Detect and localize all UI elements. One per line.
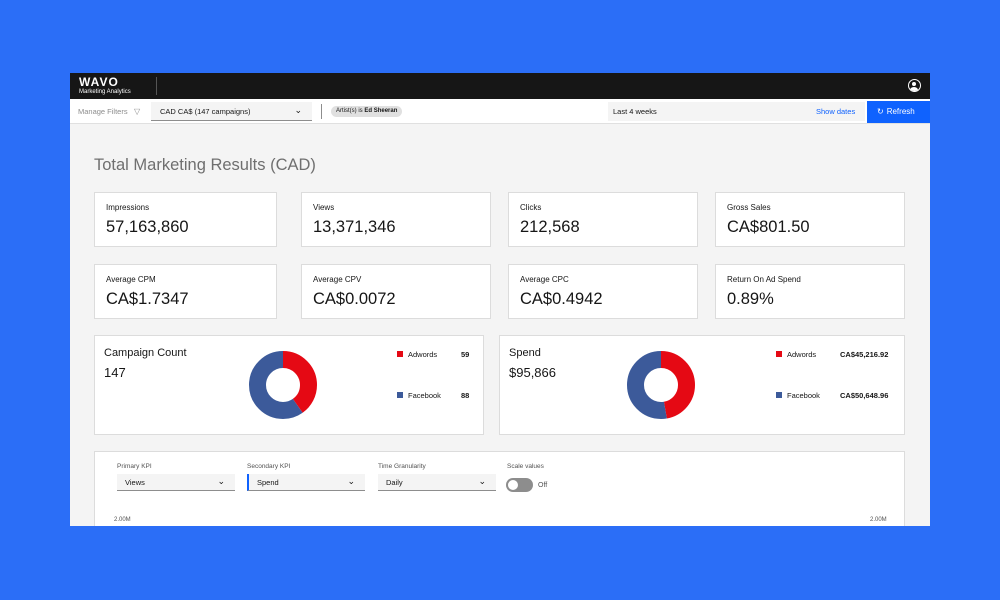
secondary-kpi-select[interactable]: Spend ⌄ (247, 474, 365, 491)
time-granularity-value: Daily (386, 478, 403, 487)
donut-slice-facebook[interactable] (627, 351, 695, 419)
y-axis-left-tick: 2.00M (114, 517, 131, 523)
kpi-label: Impressions (106, 203, 150, 212)
tag-operator: is (358, 108, 363, 114)
spend-donut (627, 351, 695, 419)
legend-item-facebook: Facebook 88 (397, 391, 477, 401)
time-granularity-label: Time Granularity (378, 463, 426, 470)
campaign-count-value: 147 (104, 365, 126, 380)
kpi-value: CA$1.7347 (106, 290, 189, 308)
campaign-select-value: CAD CA$ (147 campaigns) (160, 107, 251, 116)
chevron-down-icon: ⌄ (294, 105, 302, 115)
artist-filter-tag[interactable]: Artist(s) is Ed Sheeran (331, 106, 403, 117)
kpi-value: 13,371,346 (313, 218, 396, 236)
top-navbar: WAVO Marketing Analytics (70, 73, 930, 99)
kpi-card-clicks: Clicks 212,568 (508, 192, 698, 247)
kpi-label: Average CPC (520, 275, 569, 284)
kpi-label: Gross Sales (727, 203, 771, 212)
chevron-down-icon: ⌄ (217, 476, 225, 486)
campaign-count-title: Campaign Count (104, 347, 187, 359)
legend-value: 59 (461, 350, 470, 359)
kpi-label: Average CPV (313, 275, 362, 284)
chevron-down-icon: ⌄ (347, 476, 355, 486)
legend-swatch (397, 351, 403, 357)
date-range-field[interactable]: Last 4 weeks (608, 102, 865, 121)
brand-subtitle: Marketing Analytics (79, 89, 131, 95)
kpi-value: 212,568 (520, 218, 580, 236)
filter-divider (321, 104, 322, 119)
chart-controls-card: Primary KPI Views ⌄ Secondary KPI Spend … (94, 451, 905, 526)
scale-values-label: Scale values (507, 463, 544, 470)
secondary-kpi-value: Spend (257, 478, 279, 487)
tag-value: Ed Sheeran (364, 108, 398, 114)
tag-key: Artist(s) (336, 108, 357, 114)
campaign-count-donut (249, 351, 317, 419)
kpi-card-average-cpv: Average CPV CA$0.0072 (301, 264, 491, 319)
scale-values-state: Off (538, 482, 548, 489)
kpi-label: Views (313, 203, 335, 212)
scale-values-toggle[interactable] (506, 478, 533, 492)
legend-item-facebook: Facebook CA$50,648.96 (776, 391, 896, 401)
navbar-divider (156, 77, 157, 95)
legend-value: 88 (461, 391, 470, 400)
show-dates-link[interactable]: Show dates (816, 107, 856, 116)
kpi-value: 0.89% (727, 290, 774, 308)
kpi-card-average-cpm: Average CPM CA$1.7347 (94, 264, 277, 319)
kpi-label: Clicks (520, 203, 542, 212)
kpi-value: CA$0.0072 (313, 290, 396, 308)
time-granularity-select[interactable]: Daily ⌄ (378, 474, 496, 491)
kpi-label: Average CPM (106, 275, 156, 284)
legend-swatch (397, 392, 403, 398)
filter-icon[interactable]: ▽ (134, 107, 141, 116)
kpi-value: 57,163,860 (106, 218, 189, 236)
manage-filters-label[interactable]: Manage Filters (78, 107, 128, 116)
legend-label: Adwords (787, 350, 817, 359)
legend-label: Facebook (787, 391, 820, 400)
legend-item-adwords: Adwords CA$45,216.92 (776, 350, 896, 360)
legend-item-adwords: Adwords 59 (397, 350, 477, 360)
legend-label: Adwords (408, 350, 438, 359)
spend-title: Spend (509, 347, 541, 359)
secondary-kpi-label: Secondary KPI (247, 463, 291, 470)
legend-swatch (776, 351, 782, 357)
primary-kpi-select[interactable]: Views ⌄ (117, 474, 235, 491)
kpi-card-views: Views 13,371,346 (301, 192, 491, 247)
campaign-select[interactable]: CAD CA$ (147 campaigns) ⌄ (151, 102, 312, 121)
y-axis-right-tick: 2.00M (870, 517, 887, 523)
kpi-value: CA$0.4942 (520, 290, 603, 308)
campaign-count-card: Campaign Count 147 Adwords 59 Facebook 8… (94, 335, 484, 435)
app-window: WAVO Marketing Analytics Manage Filters … (70, 73, 930, 526)
page-title: Total Marketing Results (CAD) (94, 156, 316, 174)
spend-value: $95,866 (509, 365, 556, 380)
refresh-button[interactable]: ↻ Refresh (867, 101, 930, 123)
primary-kpi-value: Views (125, 478, 145, 487)
brand-logo[interactable]: WAVO Marketing Analytics (79, 76, 131, 95)
primary-kpi-label: Primary KPI (117, 463, 152, 470)
user-avatar-icon[interactable] (908, 79, 921, 92)
legend-value: CA$50,648.96 (840, 391, 889, 400)
kpi-card-roas: Return On Ad Spend 0.89% (715, 264, 905, 319)
legend-label: Facebook (408, 391, 441, 400)
date-range-value: Last 4 weeks (613, 107, 657, 116)
kpi-card-gross-sales: Gross Sales CA$801.50 (715, 192, 905, 247)
filter-bar: Manage Filters ▽ CAD CA$ (147 campaigns)… (70, 99, 930, 124)
refresh-label: Refresh (886, 107, 915, 116)
spend-card: Spend $95,866 Adwords CA$45,216.92 Faceb… (499, 335, 905, 435)
legend-value: CA$45,216.92 (840, 350, 889, 359)
legend-swatch (776, 392, 782, 398)
kpi-card-impressions: Impressions 57,163,860 (94, 192, 277, 247)
brand-name: WAVO (79, 75, 119, 89)
kpi-label: Return On Ad Spend (727, 275, 801, 284)
chevron-down-icon: ⌄ (478, 476, 486, 486)
donut-slice-facebook[interactable] (249, 351, 317, 419)
refresh-icon: ↻ (877, 107, 884, 116)
kpi-value: CA$801.50 (727, 218, 810, 236)
kpi-card-average-cpc: Average CPC CA$0.4942 (508, 264, 698, 319)
